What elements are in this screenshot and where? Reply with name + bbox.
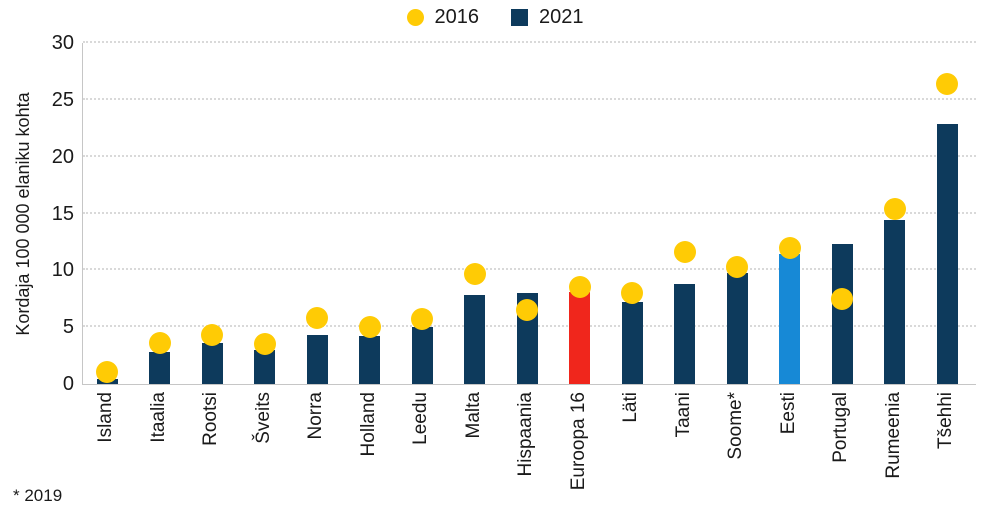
bar-2021-Tšehhi [936,123,958,384]
dot-2016-Rumeenia [883,197,906,220]
y-tick-label-5: 5 [62,316,74,339]
bar-2021-Taani [674,283,695,384]
x-axis-label-Malta: Malta [462,392,484,439]
dot-2016-Läti [621,282,643,305]
plot-area [82,41,976,385]
dot-2016-Euroopa 16 [568,276,591,299]
legend-item-2016: 2016 [406,6,480,29]
dot-2016-Norra [306,307,328,330]
legend-circle-icon [406,9,424,26]
bar-2021-Rumeenia [884,220,905,384]
x-axis-label-Šveits: Šveits [252,392,274,444]
dot-2016-Holland [358,316,381,339]
x-axis-label-Leedu: Leedu [410,392,431,445]
bar-2021-Leedu [411,327,433,384]
y-tick-label-30: 30 [51,32,74,54]
y-tick-label-10: 10 [51,259,74,282]
footnote: * 2019 [13,486,63,505]
bar-2021-Soome* [726,272,748,384]
y-tick-label-0: 0 [62,373,74,395]
bar-2021-Euroopa 16 [569,291,590,384]
dot-2016-Taani [673,241,696,264]
grid-line-30 [83,41,976,43]
x-axis-label-Euroopa 16: Euroopa 16 [567,392,589,491]
bar-2021-Itaalia [149,352,170,384]
dot-2016-Portugal [831,287,853,310]
x-axis-label-Tšehhi: Tšehhi [935,392,956,450]
bar-2021-Eesti [779,254,800,384]
x-axis-label-Hispaania: Hispaania [515,392,536,477]
legend-label: 2021 [539,6,584,28]
bar-2021-Portugal [831,244,853,384]
dot-2016-Šveits [253,333,276,356]
legend-label: 2016 [434,6,480,28]
y-tick-label-20: 20 [51,145,74,168]
dot-2016-Leedu [411,308,433,331]
legend-item-2021: 2021 [511,6,584,29]
legend-square-icon [511,9,528,26]
x-axis-label-Portugal: Portugal [830,392,851,463]
dot-2016-Malta [463,262,486,285]
grid-line-10 [83,268,976,271]
x-axis-label-Läti: Läti [620,392,641,423]
x-axis-label-Taani: Taani [672,392,694,438]
dot-2016-Rootsi [201,324,223,347]
x-axis-label-Itaalia: Itaalia [147,392,169,443]
y-tick-label-15: 15 [51,202,74,225]
grid-line-25 [83,97,976,100]
y-tick-label-25: 25 [51,88,74,111]
grid-line-20 [83,154,976,157]
dot-2016-Tšehhi [936,72,958,95]
dot-2016-Island [96,360,118,383]
x-axis-label-Soome*: Soome* [725,392,746,460]
x-axis-label-Holland: Holland [357,392,379,457]
dot-2016-Itaalia [148,332,171,355]
x-axis-label-Eesti: Eesti [777,392,799,435]
x-axis-label-Rumeenia: Rumeenia [882,392,904,479]
bar-2021-Šveits [254,349,275,384]
x-axis-label-Norra: Norra [305,392,326,440]
dot-2016-Hispaania [516,299,538,322]
dot-2016-Soome* [726,255,748,278]
bar-2021-Malta [464,295,485,384]
x-axis-label-Island: Island [95,392,116,443]
legend: 2016 2021 [0,6,990,29]
bar-2021-Rootsi [201,343,223,384]
grid-line-15 [83,211,976,214]
x-axis-label-Rootsi: Rootsi [200,392,221,446]
dot-2016-Eesti [778,236,801,259]
bar-2021-Norra [306,335,328,384]
bar-2021-Holland [359,336,380,384]
bar-2021-Läti [621,302,643,384]
